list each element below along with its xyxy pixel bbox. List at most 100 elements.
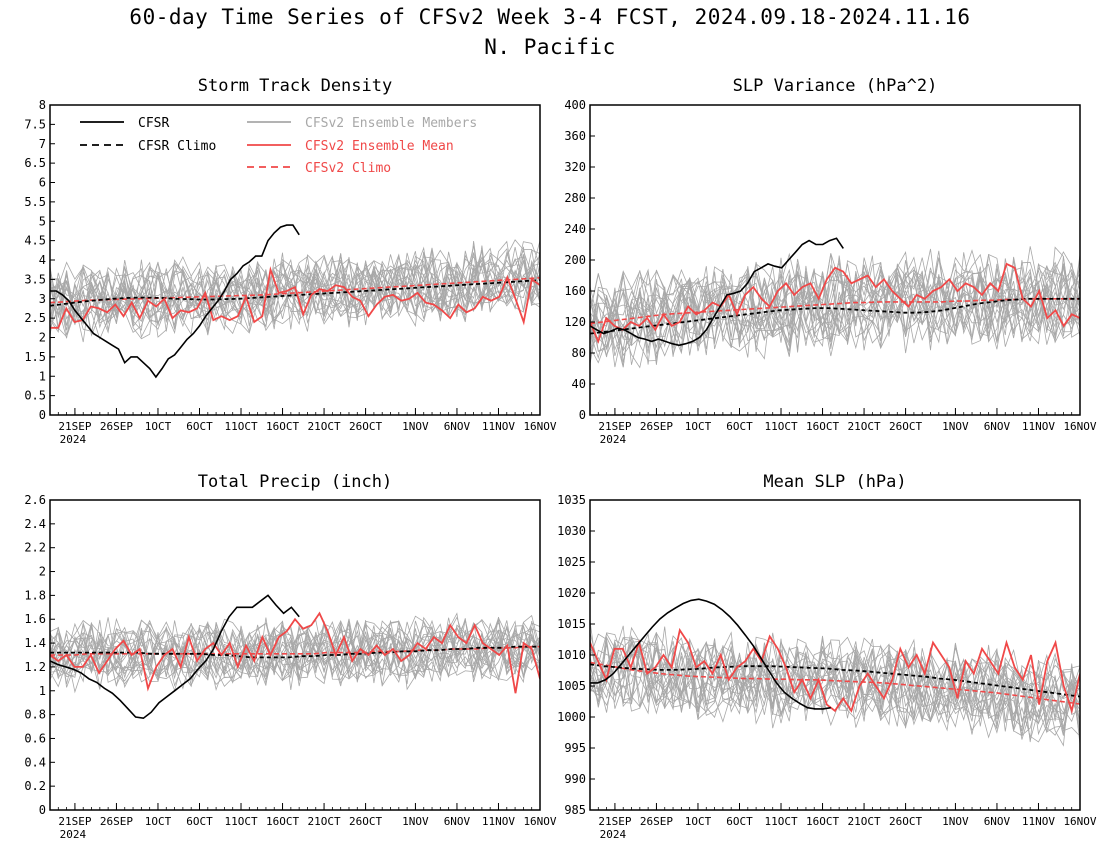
ensemble-member-line xyxy=(590,637,1080,739)
y-tick-label: 0.8 xyxy=(24,708,46,722)
ensemble-member-line xyxy=(50,614,540,683)
y-tick-label: 1 xyxy=(39,684,46,698)
y-tick-label: 40 xyxy=(572,377,586,391)
y-tick-label: 7 xyxy=(39,137,46,151)
ensemble-member-line xyxy=(590,253,1080,360)
plot-area xyxy=(590,598,1080,747)
y-tick-label: 1020 xyxy=(557,586,586,600)
x-tick-label: 11OCT xyxy=(764,815,797,828)
ensemble-member-line xyxy=(590,632,1080,743)
y-tick-label: 1025 xyxy=(557,555,586,569)
x-tick-label: 21OCT xyxy=(848,815,881,828)
x-tick-label: 11NOV xyxy=(482,420,515,433)
y-tick-label: 0 xyxy=(579,408,586,422)
x-tick-label: 6NOV xyxy=(984,815,1011,828)
x-tick-label: 21OCT xyxy=(848,420,881,433)
x-tick-label: 11NOV xyxy=(1022,420,1055,433)
x-tick-label: 11OCT xyxy=(764,420,797,433)
x-tick-label: 6OCT xyxy=(186,815,213,828)
y-tick-label: 1.8 xyxy=(24,588,46,602)
plot-area xyxy=(590,237,1080,369)
ensemble-mean-line xyxy=(50,266,540,329)
x-tick-label: 26OCT xyxy=(889,420,922,433)
x-tick-label: 6NOV xyxy=(444,815,471,828)
y-tick-label: 0.6 xyxy=(24,731,46,745)
x-tick-label: 26SEP xyxy=(640,420,673,433)
cfsr-climo-line xyxy=(50,279,540,307)
y-tick-label: 4.5 xyxy=(24,234,46,248)
y-tick-label: 0 xyxy=(39,408,46,422)
x-tick-label: 6OCT xyxy=(726,420,753,433)
y-tick-label: 1.5 xyxy=(24,350,46,364)
y-tick-label: 2.5 xyxy=(24,311,46,325)
x-tick-label: 1NOV xyxy=(402,815,429,828)
x-tick-label: 21SEP xyxy=(58,420,91,433)
x-tick-label: 16NOV xyxy=(523,815,556,828)
ensemble-member-line xyxy=(50,255,540,332)
y-tick-label: 990 xyxy=(564,772,586,786)
y-tick-label: 1010 xyxy=(557,648,586,662)
x-tick-label: 1OCT xyxy=(145,420,172,433)
x-tick-label: 11NOV xyxy=(482,815,515,828)
ensemble-mean-line xyxy=(590,627,1080,715)
cfsr-climo-line xyxy=(50,645,540,659)
x-tick-label: 11NOV xyxy=(1022,815,1055,828)
x-year-label: 2024 xyxy=(600,828,627,841)
cfsr-climo-line xyxy=(590,663,1080,698)
panel-1: Storm Track Density 0 0.5 1 1.5 2 2.5 3 3.5 4 4.5 5… xyxy=(24,76,557,446)
x-tick-label: 21SEP xyxy=(598,420,631,433)
ensemble-member-line xyxy=(590,249,1080,364)
cfsr-line xyxy=(50,224,300,379)
ensemble-member-line xyxy=(50,253,540,332)
x-tick-label: 1OCT xyxy=(685,420,712,433)
y-tick-label: 2.6 xyxy=(24,493,46,507)
legend-cfsr-climo-label: CFSR Climo xyxy=(138,139,216,154)
x-tick-label: 6OCT xyxy=(186,420,213,433)
y-tick-label: 7.5 xyxy=(24,117,46,131)
x-tick-label: 16OCT xyxy=(266,815,299,828)
y-tick-label: 200 xyxy=(564,253,586,267)
panel-title: Total Precip (inch) xyxy=(198,472,392,492)
y-tick-label: 1.2 xyxy=(24,660,46,674)
y-tick-label: 0.5 xyxy=(24,389,46,403)
x-tick-label: 26SEP xyxy=(640,815,673,828)
panel-3: Total Precip (inch) 0 0.2 0.4 0.6 0.8 1 1.2 1.4 1… xyxy=(24,472,557,841)
x-tick-label: 1OCT xyxy=(145,815,172,828)
figure-title-line1: 60-day Time Series of CFSv2 Week 3-4 FCS… xyxy=(129,5,971,29)
panel-2: SLP Variance (hPa^2) 0 40 80 120 160 200 240 280… xyxy=(564,76,1097,446)
plot-frame xyxy=(589,104,1081,416)
x-tick-label: 26SEP xyxy=(100,815,133,828)
y-tick-label: 160 xyxy=(564,284,586,298)
cfsr-line xyxy=(590,237,844,347)
ensemble-member-line xyxy=(590,246,1080,367)
legend-members-label: CFSv2 Ensemble Members xyxy=(305,116,477,131)
y-tick-label: 320 xyxy=(564,160,586,174)
cfsr-line xyxy=(590,598,831,710)
ensemble-member-line xyxy=(590,638,1080,736)
y-tick-label: 2 xyxy=(39,565,46,579)
y-tick-label: 2 xyxy=(39,331,46,345)
ensemble-member-line xyxy=(590,254,1080,357)
x-tick-label: 26SEP xyxy=(100,420,133,433)
y-tick-label: 1 xyxy=(39,369,46,383)
y-tick-label: 5.5 xyxy=(24,195,46,209)
ensemble-member-line xyxy=(590,255,1080,364)
x-tick-label: 1NOV xyxy=(942,420,969,433)
x-tick-label: 6NOV xyxy=(444,420,471,433)
cfsr-climo-line xyxy=(590,297,1080,335)
y-tick-label: 0 xyxy=(39,803,46,817)
panel-4: Mean SLP (hPa) 985 990 995 1000 1005 1010 1015 1… xyxy=(557,472,1097,841)
y-tick-label: 280 xyxy=(564,191,586,205)
legend-cfsr-label: CFSR xyxy=(138,116,169,131)
y-tick-label: 1015 xyxy=(557,617,586,631)
x-tick-label: 16NOV xyxy=(1063,420,1096,433)
x-tick-label: 21OCT xyxy=(308,420,341,433)
y-tick-label: 360 xyxy=(564,129,586,143)
x-year-label: 2024 xyxy=(60,828,87,841)
ensemble-member-line xyxy=(50,247,540,334)
cfsr-line xyxy=(50,594,300,720)
cfsv2-climo-line xyxy=(590,661,1080,705)
y-tick-label: 995 xyxy=(564,741,586,755)
x-tick-label: 16OCT xyxy=(806,420,839,433)
y-tick-label: 80 xyxy=(572,346,586,360)
